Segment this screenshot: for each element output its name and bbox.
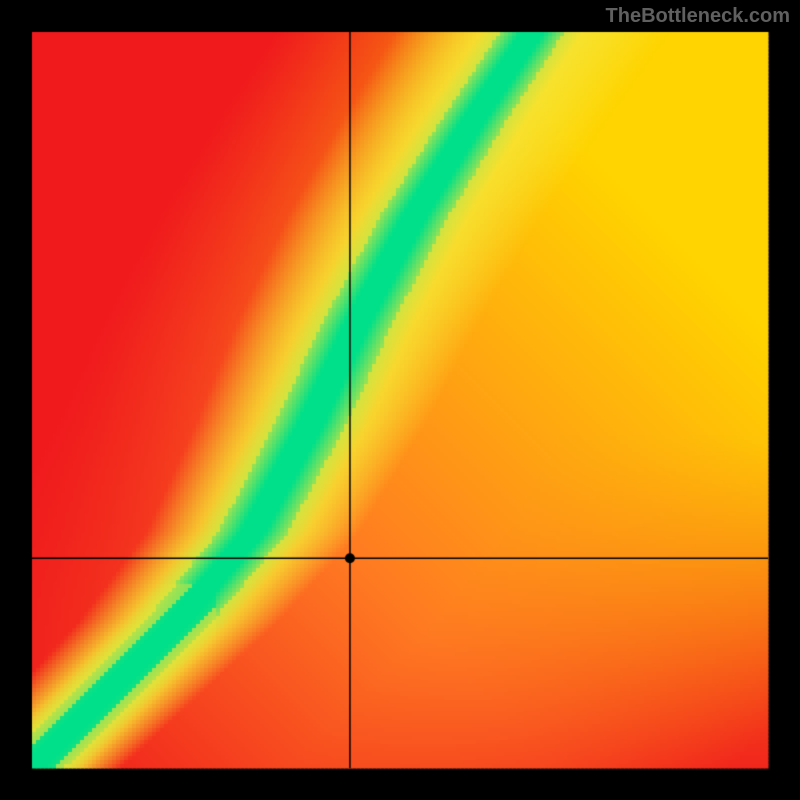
watermark-text: TheBottleneck.com (606, 5, 790, 28)
bottleneck-heatmap (0, 0, 800, 800)
